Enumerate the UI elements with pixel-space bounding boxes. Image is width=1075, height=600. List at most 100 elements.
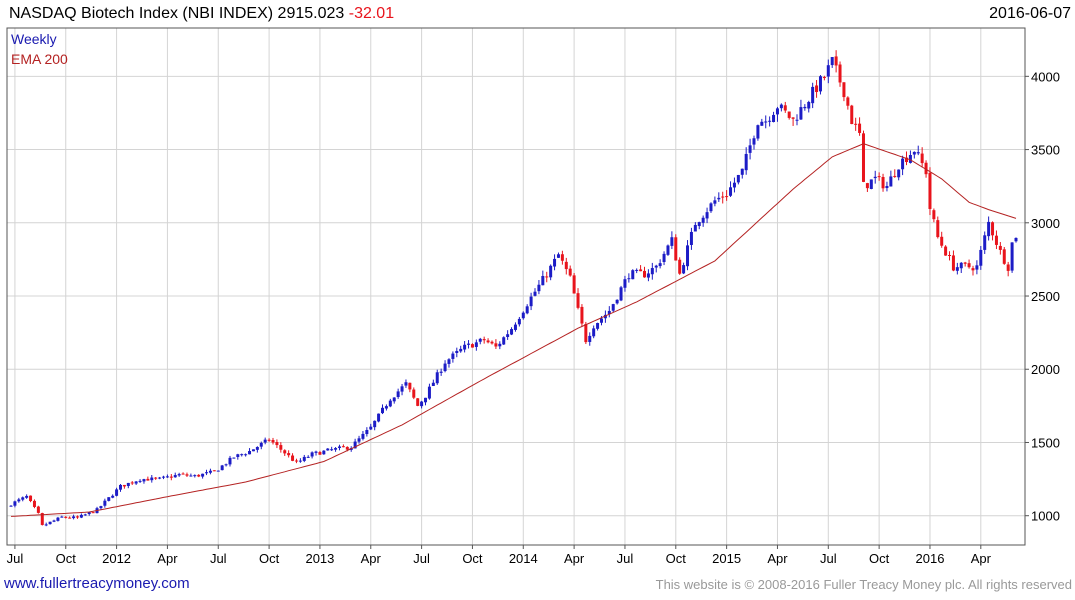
candle [584, 321, 588, 345]
candle [643, 266, 647, 278]
candle [689, 227, 693, 250]
candle-body [337, 446, 341, 448]
candle [556, 252, 560, 258]
candle [251, 449, 255, 452]
x-tick-label: Jul [413, 551, 430, 566]
candle-body [615, 299, 619, 304]
candle [220, 464, 224, 471]
candle [455, 347, 459, 358]
candle [709, 202, 713, 213]
candle [1002, 247, 1006, 265]
candle-body [854, 123, 858, 125]
candle [318, 450, 322, 455]
candle-body [529, 296, 533, 307]
candle-body [314, 451, 318, 453]
candle-body [283, 450, 287, 454]
candle-body [584, 324, 588, 343]
candle [158, 476, 162, 480]
candle-body [384, 406, 388, 409]
candle-body [48, 521, 52, 525]
candle [889, 170, 893, 187]
candle-body [873, 176, 877, 179]
candle-body [435, 372, 439, 384]
candle-body [987, 221, 991, 237]
candle-body [380, 407, 384, 414]
candle [1010, 242, 1014, 273]
candle [732, 177, 736, 193]
candle [287, 450, 291, 458]
candle [682, 262, 686, 275]
legend-weekly: Weekly [11, 31, 57, 47]
candle [877, 172, 881, 181]
candle [122, 484, 126, 489]
candle-body [908, 155, 912, 163]
candle-body [91, 512, 95, 514]
candle [740, 168, 744, 179]
candle [56, 516, 60, 522]
candle-body [502, 337, 506, 345]
candle [592, 325, 596, 339]
candle [146, 476, 150, 481]
candle [506, 330, 510, 340]
candle-body [556, 254, 560, 258]
candle-body [220, 465, 224, 471]
candle-body [991, 222, 995, 236]
candle [869, 179, 873, 190]
site-link[interactable]: www.fullertreacymoney.com [4, 575, 190, 592]
candle [858, 117, 862, 136]
candle [588, 332, 592, 346]
gridlines [7, 28, 1025, 545]
candle-body [115, 489, 119, 496]
candle [279, 442, 283, 453]
candle-body [791, 117, 795, 119]
candle-body [693, 224, 697, 232]
candle-body [134, 481, 138, 484]
candle [396, 388, 400, 399]
candle [306, 455, 310, 458]
candle [404, 379, 408, 388]
candle [705, 207, 709, 224]
candle [752, 135, 756, 150]
candle-body [885, 186, 889, 189]
candle-body [377, 413, 381, 422]
candle [435, 369, 439, 385]
candle-body [451, 353, 455, 359]
candle-body [549, 265, 553, 278]
candle [21, 496, 25, 502]
candle [948, 251, 952, 261]
candle-body [412, 389, 416, 398]
candle-body [232, 457, 236, 459]
candle-body [1010, 242, 1014, 271]
candle [267, 438, 271, 442]
candle [380, 404, 384, 415]
x-tick-label: 2013 [305, 551, 334, 566]
candle-body [959, 262, 963, 269]
candle-body [506, 334, 510, 337]
candle-body [654, 265, 658, 268]
candle [674, 234, 678, 261]
candle [779, 103, 783, 112]
candle-body [807, 101, 811, 109]
candle [181, 472, 185, 475]
candle-body [705, 212, 709, 219]
candle-body [490, 341, 494, 344]
candle-body [983, 235, 987, 250]
candle-body [107, 497, 111, 501]
candle-body [87, 512, 91, 515]
candle-body [103, 500, 107, 506]
candle [79, 513, 83, 519]
candle [13, 500, 17, 508]
candle [337, 444, 341, 451]
candle-body [310, 452, 314, 457]
candle [412, 387, 416, 400]
candle-body [17, 499, 21, 502]
y-tick-label: 1000 [1031, 509, 1060, 524]
candle [197, 474, 201, 478]
candle [377, 413, 381, 423]
candle [881, 173, 885, 192]
candle-body [787, 111, 791, 118]
candle-body [373, 420, 377, 428]
candle-body [967, 263, 971, 268]
candle [115, 487, 119, 497]
candle-body [756, 125, 760, 139]
